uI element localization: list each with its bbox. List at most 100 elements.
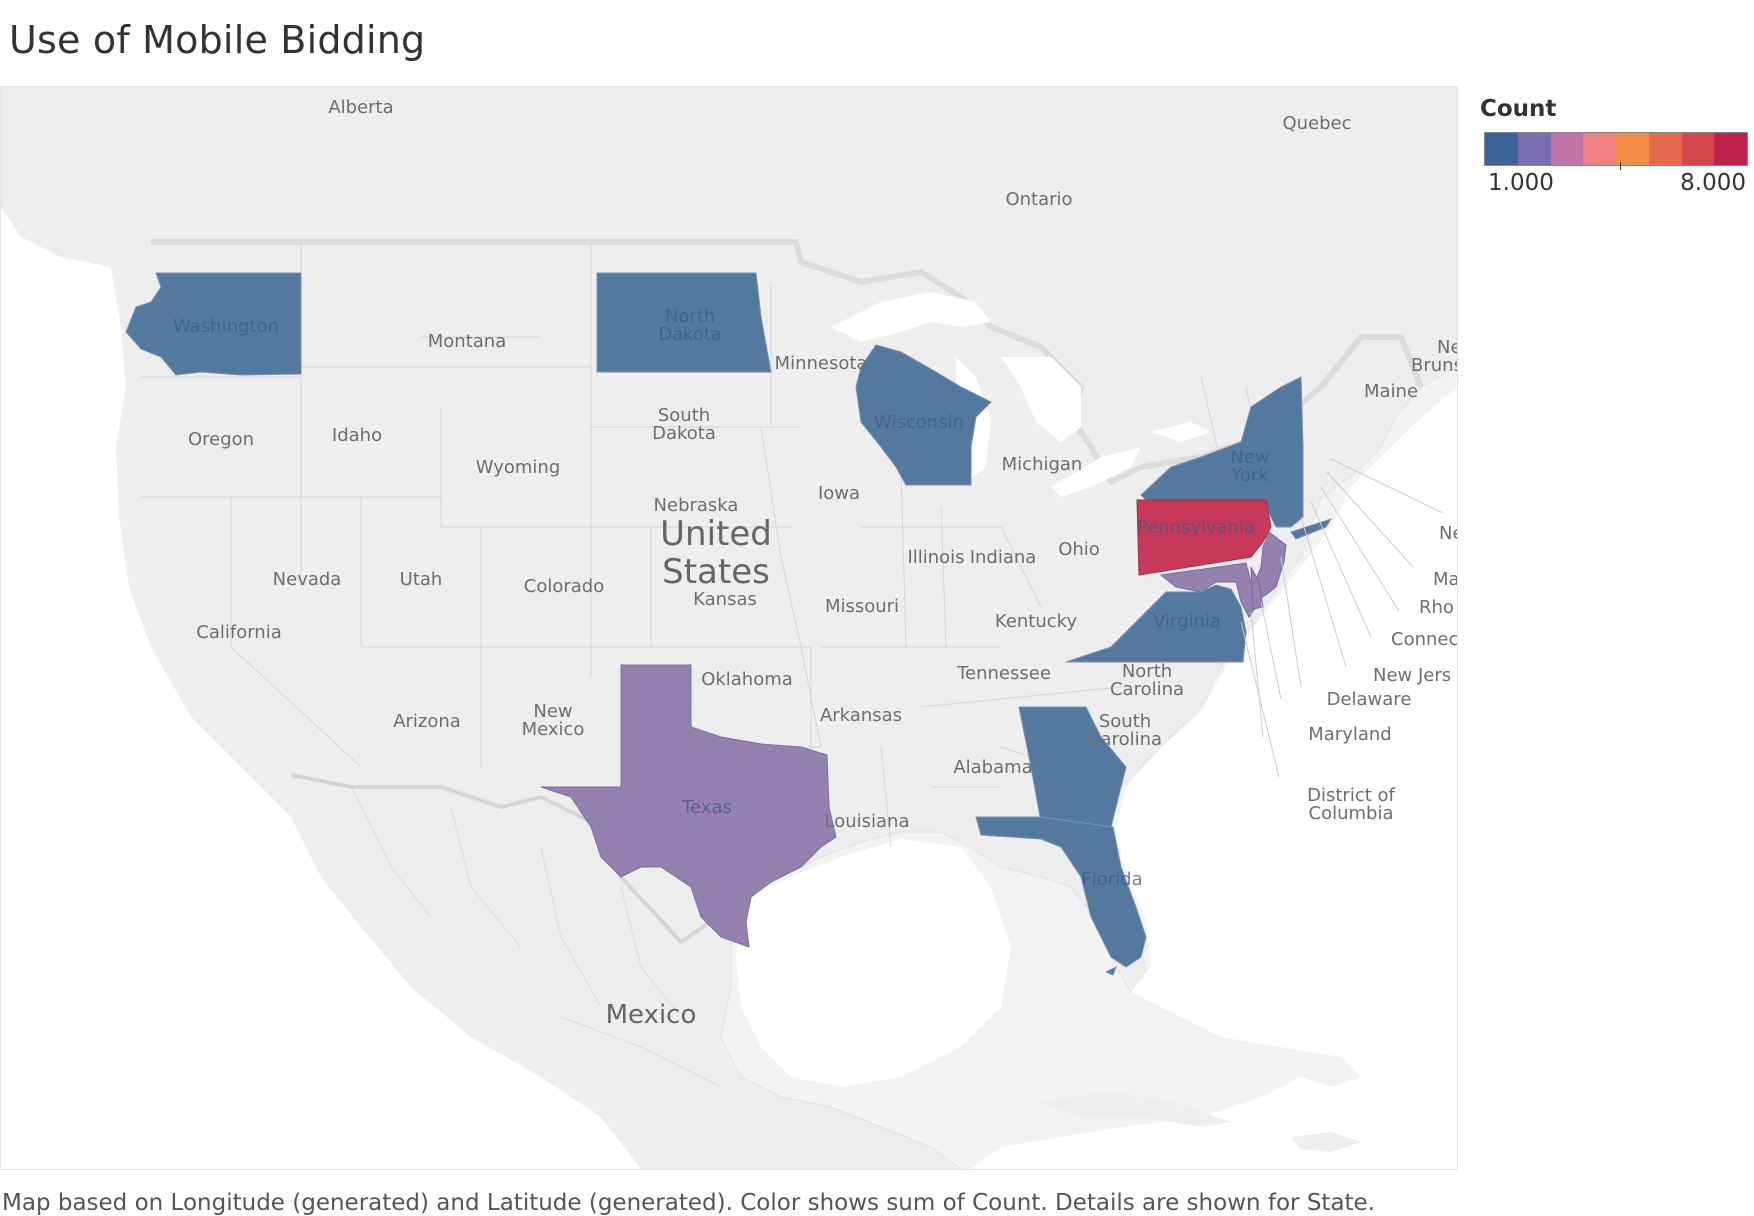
callout-label-dc-2: Columbia [1309,803,1394,824]
hispaniola [1291,1132,1361,1152]
label-louisiana: Louisiana [825,811,910,832]
label-north-carolina-2: Carolina [1110,679,1184,700]
label-wyoming: Wyoming [476,457,561,478]
label-minnesota: Minnesota [775,353,868,374]
callout-label-dc-1: District of [1307,785,1395,806]
lake-ontario [1151,422,1211,442]
legend-swatch-4[interactable] [1583,133,1616,165]
label-nebraska: Nebraska [654,495,739,516]
state-washington[interactable] [125,272,302,376]
state-north-dakota[interactable] [596,272,772,373]
state-maryland[interactable] [1159,562,1257,618]
label-new-york-1: New [1230,447,1269,468]
region-label-ne-2: Bruns [1411,355,1457,376]
label-oklahoma: Oklahoma [701,669,793,690]
region-label-ontario: Ontario [1005,189,1072,210]
region-label-quebec: Quebec [1282,113,1351,134]
label-michigan: Michigan [1002,454,1083,475]
legend-tick [1620,162,1621,170]
lake-erie [1051,447,1141,497]
state-pennsylvania[interactable] [1136,499,1272,576]
atlantic-ocean [971,387,1457,1169]
legend-title: Count [1480,96,1557,122]
label-virginia: Virginia [1153,611,1221,632]
label-washington: Washington [173,316,279,337]
callout-label-ma: Ma [1433,569,1457,590]
state-texas[interactable] [540,664,837,948]
label-arkansas: Arkansas [820,705,902,726]
country-label-mexico: Mexico [606,1000,697,1030]
callout-label-connec: Connec [1391,629,1457,650]
label-new-york-2: York [1230,465,1269,486]
callout-label-rho: Rho [1419,597,1454,618]
legend-swatch-5[interactable] [1616,133,1649,165]
label-arizona: Arizona [393,711,461,732]
label-north-dakota-2: Dakota [658,324,722,345]
label-kentucky: Kentucky [995,611,1078,632]
state-borders [141,242,1272,858]
label-missouri: Missouri [825,596,899,617]
label-new-mexico-1: New [533,701,572,722]
mexico-state-borders [350,786,722,1088]
label-oregon: Oregon [188,429,254,450]
label-south-carolina-2: Carolina [1088,729,1162,750]
page-title: Use of Mobile Bidding [9,18,426,62]
state-florida[interactable] [975,816,1147,968]
lake-huron [1001,357,1081,442]
state-wisconsin[interactable] [855,344,992,486]
legend-swatch-1[interactable] [1485,133,1518,165]
map-caption: Map based on Longitude (generated) and L… [2,1190,1376,1216]
callout-lines [1240,458,1444,778]
map-view[interactable]: United States Mexico Alberta Quebec Onta… [0,86,1458,1170]
label-iowa: Iowa [818,483,860,504]
label-colorado: Colorado [524,576,604,597]
label-north-carolina-1: North [1122,661,1172,682]
label-wisconsin: Wisconsin [874,412,964,433]
legend-min-label: 1.000 [1488,170,1554,196]
legend-swatch-2[interactable] [1517,133,1551,165]
label-idaho: Idaho [332,425,382,446]
label-south-dakota-2: Dakota [652,423,716,444]
callout-label-maryland: Maryland [1308,724,1391,745]
legend-color-bar[interactable] [1484,132,1748,166]
callout-label-delaware: Delaware [1327,689,1412,710]
state-delaware[interactable] [1250,566,1264,610]
label-pennsylvania: Pennsylvania [1137,517,1255,538]
legend-swatch-3[interactable] [1550,133,1584,165]
label-kansas: Kansas [693,589,757,610]
region-label-ne-1: Ne [1437,337,1457,358]
callout-label-ne: Ne [1439,523,1457,544]
cuba [1041,1092,1231,1127]
legend-swatch-7[interactable] [1681,133,1715,165]
lake-superior [831,292,991,342]
color-legend[interactable]: Count 1.000 8.000 [1480,96,1750,206]
label-nevada: Nevada [273,569,342,590]
label-texas: Texas [681,797,732,818]
label-south-dakota-1: South [658,405,710,426]
label-south-carolina-1: South [1099,711,1151,732]
state-new-jersey[interactable] [1252,531,1287,598]
state-virginia[interactable] [1065,584,1247,663]
label-indiana: Indiana [970,547,1037,568]
legend-max-label: 8.000 [1680,170,1746,196]
region-label-maine: Maine [1364,381,1418,402]
legend-swatch-8[interactable] [1714,133,1747,165]
callout-label-new-jers: New Jers [1373,665,1451,686]
label-alabama: Alabama [953,757,1032,778]
legend-swatch-6[interactable] [1648,133,1682,165]
label-north-dakota-1: North [665,306,715,327]
border-us-mexico [290,773,748,945]
state-georgia[interactable] [1018,706,1127,828]
map-svg[interactable]: United States Mexico Alberta Quebec Onta… [1,87,1457,1169]
label-ohio: Ohio [1058,539,1100,560]
state-florida-keys[interactable] [1104,965,1117,976]
pacific-ocean [1,207,641,1169]
region-label-alberta: Alberta [328,97,393,118]
label-florida: Florida [1081,869,1142,890]
label-illinois: Illinois [907,547,964,568]
label-montana: Montana [428,331,506,352]
label-new-mexico-2: Mexico [522,719,585,740]
label-california: California [196,622,281,643]
gulf-of-mexico [736,839,1011,1087]
country-label-us-1: United [660,514,772,554]
